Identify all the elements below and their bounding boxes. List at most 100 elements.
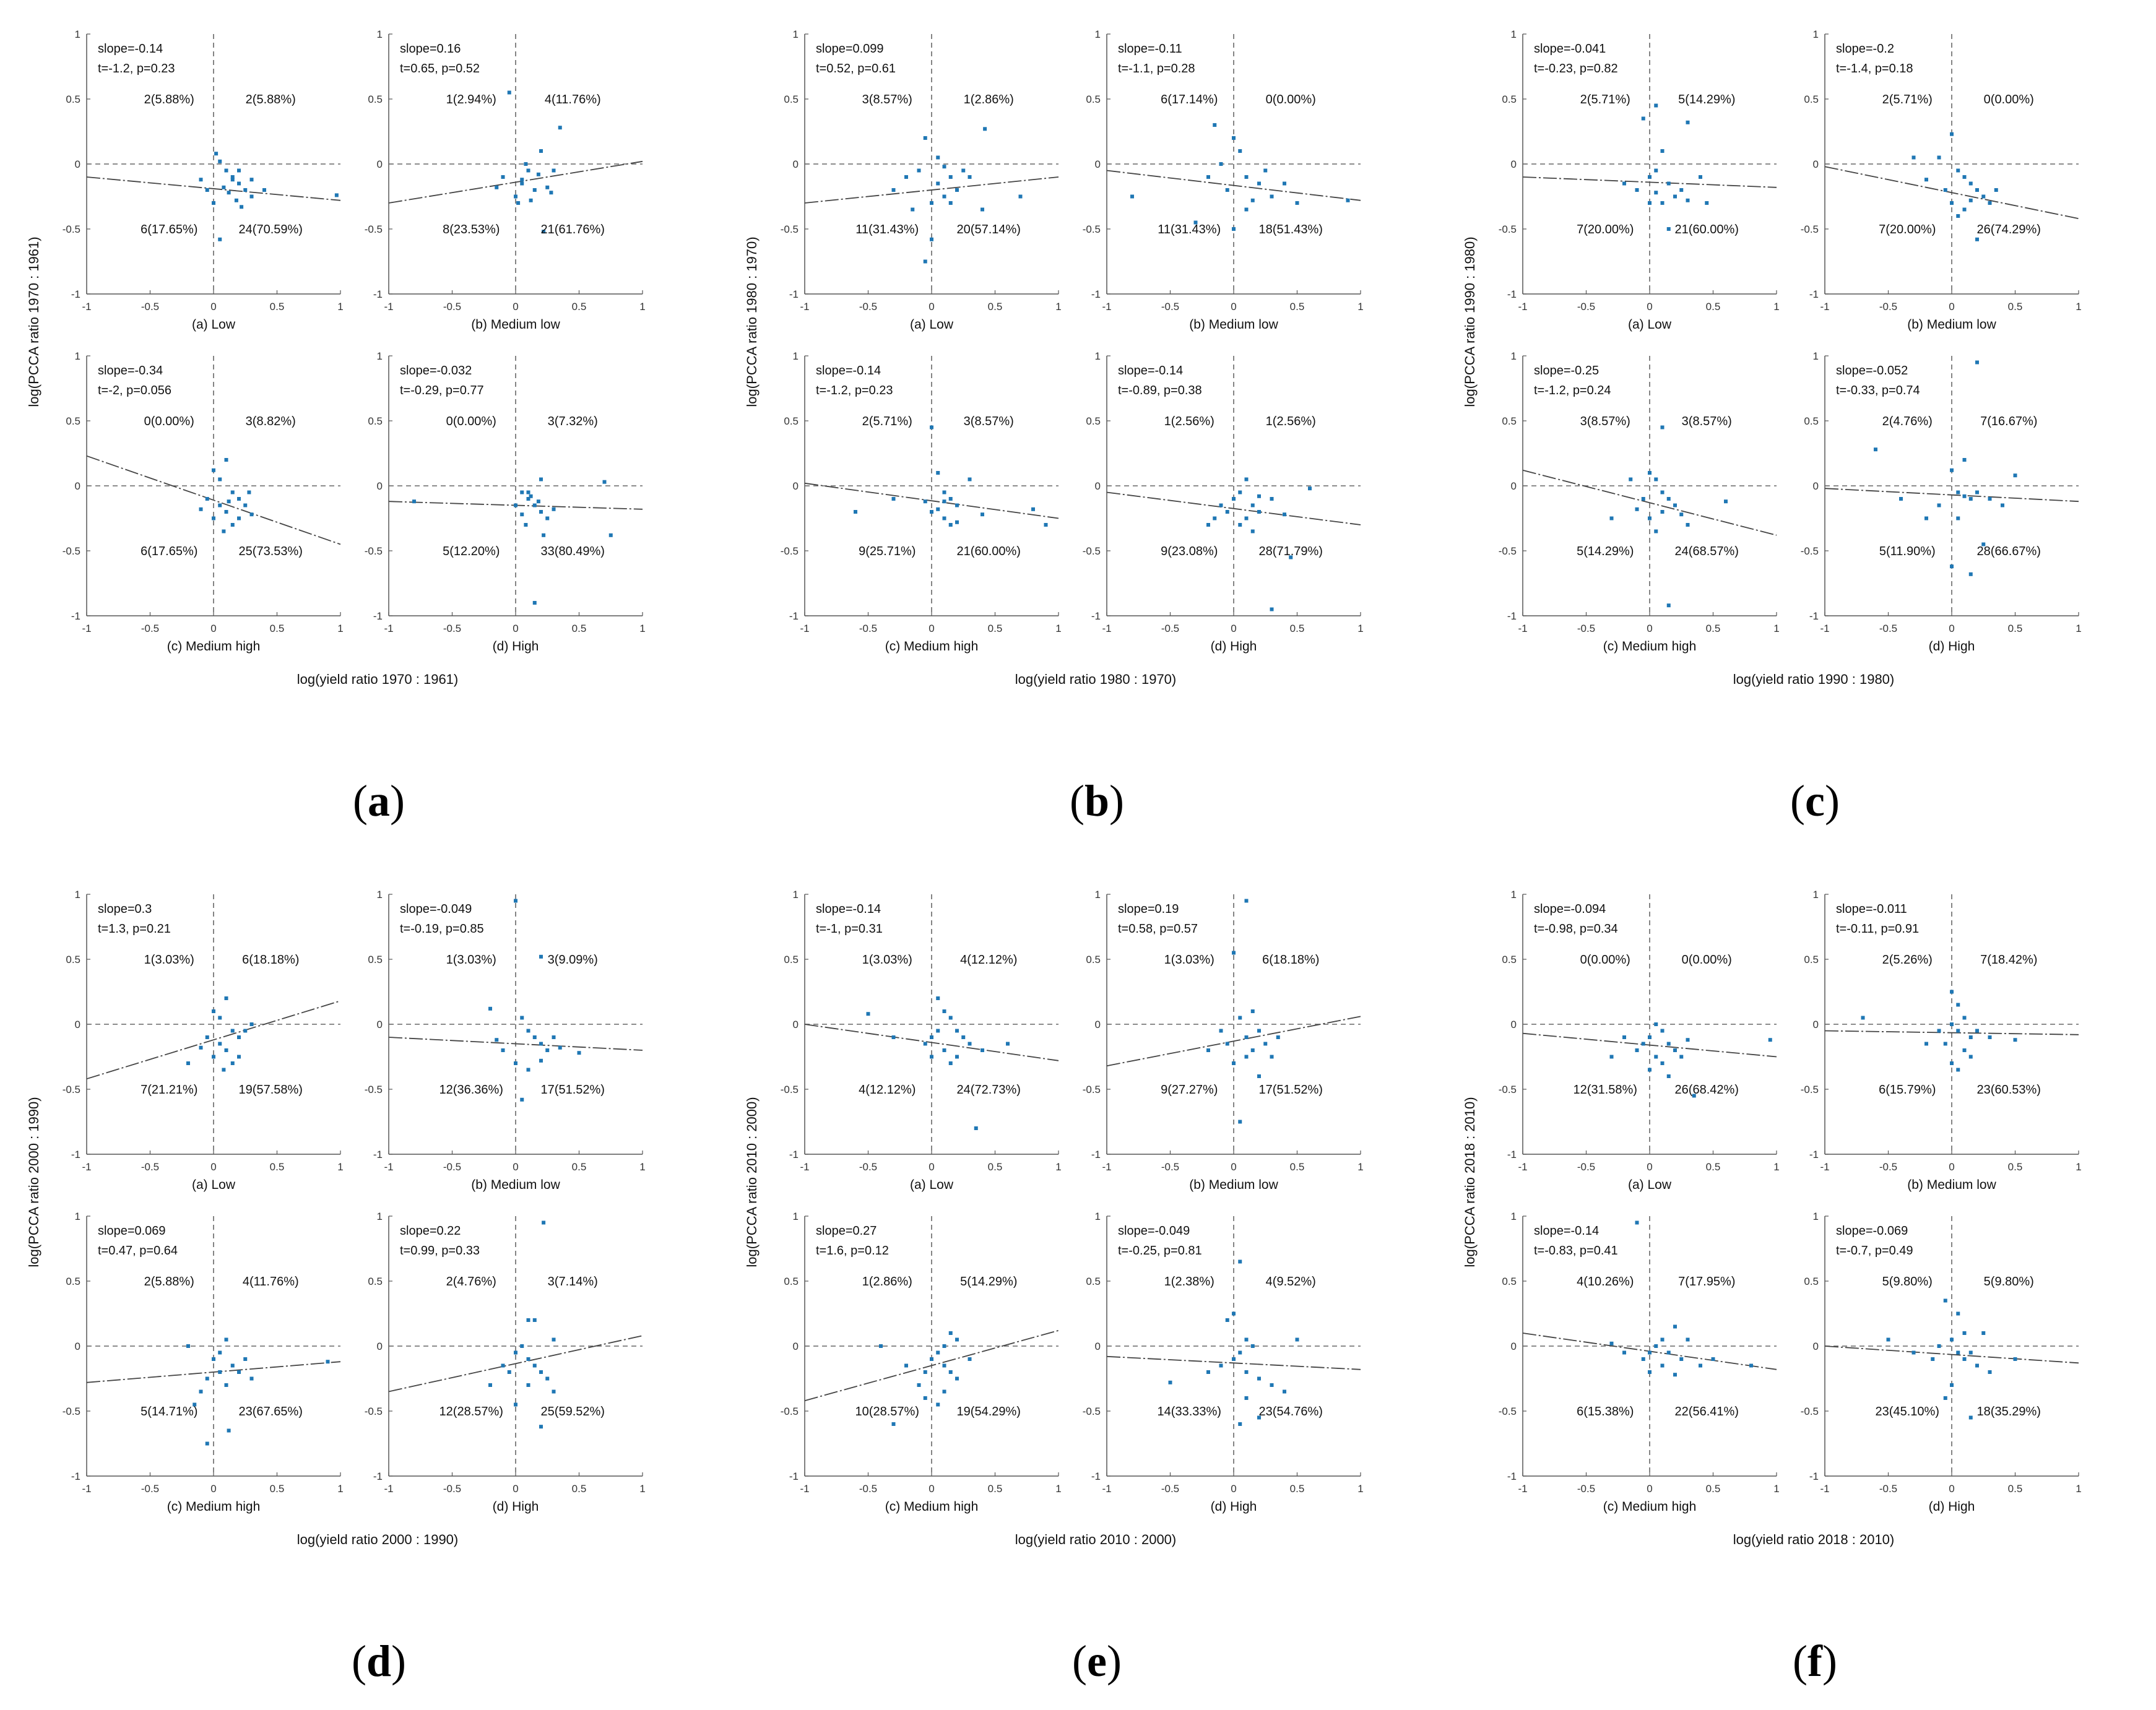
- data-point: [1654, 103, 1658, 108]
- data-point: [1031, 507, 1035, 511]
- subfigure-paren-open: (: [353, 776, 368, 826]
- x-tick-label: 1: [1357, 1483, 1363, 1495]
- data-point: [1686, 1337, 1690, 1342]
- data-point: [1931, 1357, 1935, 1361]
- slope-label: slope=-0.032: [400, 364, 472, 378]
- data-point: [1283, 1389, 1286, 1394]
- data-point: [1950, 1061, 1954, 1065]
- data-point: [923, 1042, 927, 1046]
- y-tick-label: -0.5: [1499, 1084, 1517, 1095]
- x-tick-label: 0: [929, 1161, 934, 1173]
- regression-line: [388, 1037, 643, 1051]
- y-tick-label: 0: [1095, 158, 1101, 170]
- y-tick-label: 0.5: [1502, 954, 1517, 965]
- group-x-label: log(yield ratio 1980 : 1970): [1015, 671, 1177, 687]
- x-tick-label: 1: [337, 301, 343, 313]
- y-tick-label: 0.5: [368, 415, 383, 427]
- quadrant-top-right: 3(7.32%): [548, 415, 598, 428]
- quadrant-bottom-left: 12(36.36%): [439, 1083, 503, 1097]
- data-point: [1660, 1363, 1665, 1368]
- quadrant-top-right: 3(8.57%): [964, 415, 1014, 428]
- data-point: [1943, 1396, 1947, 1400]
- subfigure-paren-open: (: [1070, 776, 1084, 826]
- x-tick-label: 1: [1773, 1483, 1779, 1495]
- data-point: [968, 175, 972, 179]
- data-point: [1238, 149, 1242, 153]
- regression-line: [1522, 176, 1777, 188]
- y-tick-label: -0.5: [781, 1084, 799, 1095]
- x-tick-label: 0.5: [1706, 1161, 1721, 1173]
- data-point: [1679, 512, 1684, 517]
- data-point: [1679, 188, 1684, 192]
- data-point: [948, 175, 953, 179]
- y-tick-label: 0.5: [368, 954, 383, 965]
- data-point: [1250, 1048, 1255, 1052]
- quadrant-bottom-right: 26(68.42%): [1675, 1083, 1739, 1097]
- panel-d-panels-0: -1 -0.5 0 0.5 1 -1 -0.5 0 0.5 1 slope=0.3 t=1.3, p=…: [63, 889, 344, 1192]
- data-point: [249, 178, 254, 182]
- y-tick-label: -1: [71, 1470, 80, 1482]
- quadrant-bottom-left: 5(14.29%): [1577, 545, 1634, 558]
- data-point: [326, 1360, 330, 1364]
- group-y-label: log(PCCA ratio 2000 : 1990): [26, 1097, 41, 1267]
- panel-title: (a) Low: [1628, 317, 1672, 332]
- quadrant-bottom-left: 11(31.43%): [855, 223, 919, 236]
- quadrant-bottom-right: 19(57.58%): [239, 1083, 303, 1097]
- data-point: [539, 1042, 543, 1046]
- y-tick-label: 0.5: [1804, 415, 1819, 427]
- x-tick-label: 1: [1055, 623, 1061, 634]
- data-point: [1244, 516, 1249, 520]
- y-tick-label: 0: [1813, 1019, 1819, 1030]
- x-tick-label: -1: [1518, 623, 1527, 634]
- data-point: [1950, 1383, 1954, 1387]
- quadrant-bottom-left: 11(31.43%): [1158, 223, 1221, 236]
- quadrant-top-left: 2(4.76%): [1882, 415, 1933, 428]
- data-point: [520, 1016, 524, 1020]
- quadrant-bottom-right: 19(54.29%): [957, 1405, 1021, 1419]
- data-point: [1660, 510, 1665, 514]
- data-point: [1950, 468, 1954, 472]
- data-point: [1232, 1061, 1236, 1065]
- data-point: [1635, 507, 1639, 511]
- x-tick-label: -1: [1820, 1161, 1829, 1173]
- data-point: [1968, 1055, 1973, 1059]
- data-point: [212, 201, 215, 205]
- quadrant-bottom-right: 24(72.73%): [957, 1083, 1021, 1097]
- data-point: [891, 1422, 896, 1426]
- data-point: [243, 188, 248, 192]
- x-tick-label: 1: [337, 623, 343, 634]
- x-tick-label: 0.5: [988, 301, 1003, 313]
- data-point: [222, 185, 226, 189]
- data-point: [1648, 175, 1652, 179]
- data-point: [1679, 1055, 1684, 1059]
- quadrant-bottom-right: 18(35.29%): [1977, 1405, 2041, 1419]
- data-point: [942, 1363, 946, 1368]
- data-point: [1962, 175, 1967, 179]
- data-point: [1238, 523, 1242, 527]
- data-point: [1270, 1055, 1274, 1059]
- data-point: [936, 1402, 940, 1407]
- data-point: [1937, 503, 1941, 507]
- data-point: [514, 503, 517, 507]
- data-point: [1289, 555, 1293, 559]
- x-tick-label: -0.5: [1161, 301, 1179, 313]
- quadrant-bottom-left: 12(31.58%): [1574, 1083, 1637, 1097]
- data-point: [230, 523, 235, 527]
- data-point: [230, 1061, 235, 1065]
- quadrant-top-right: 5(14.29%): [960, 1275, 1017, 1289]
- y-tick-label: 1: [793, 889, 799, 900]
- x-tick-label: 0.5: [2008, 1161, 2023, 1173]
- slope-label: slope=0.16: [400, 42, 461, 56]
- data-point: [1950, 1022, 1954, 1026]
- panel-e-bottom_panels-0: -1 -0.5 0 0.5 1 -1 -0.5 0 0.5 1 slope=0.27 t=1.6, p…: [781, 1211, 1062, 1514]
- data-point: [488, 1006, 492, 1011]
- quadrant-bottom-right: 23(60.53%): [1977, 1083, 2041, 1097]
- x-tick-label: -0.5: [443, 623, 461, 634]
- data-point: [1206, 175, 1210, 179]
- data-point: [1232, 1357, 1236, 1361]
- x-tick-label: 1: [1357, 1161, 1363, 1173]
- data-point: [218, 1350, 222, 1355]
- data-point: [526, 1357, 530, 1361]
- data-point: [1244, 207, 1249, 212]
- data-point: [955, 188, 959, 192]
